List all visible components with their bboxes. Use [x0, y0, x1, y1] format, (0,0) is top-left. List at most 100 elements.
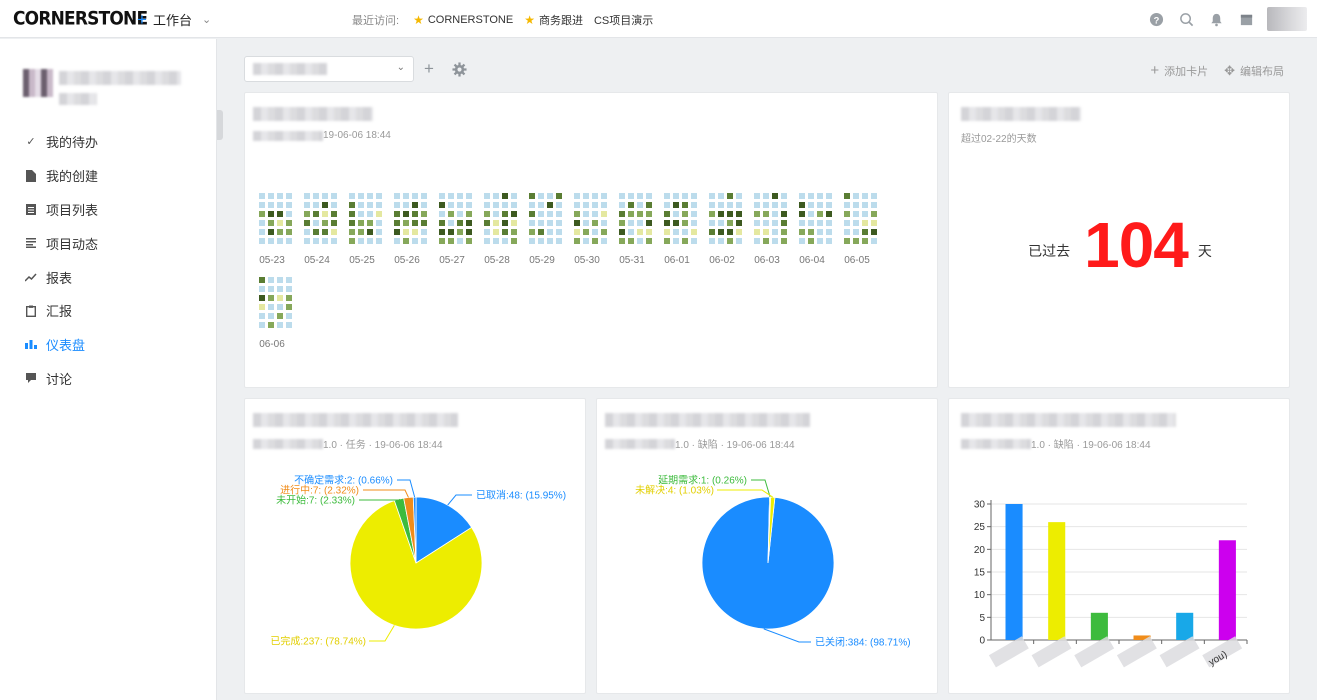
heatmap-cell [421, 211, 427, 217]
project-avatar[interactable] [23, 59, 183, 109]
heatmap-cell [376, 229, 382, 235]
heatmap-cell [844, 211, 850, 217]
heatmap-day-label: 05-24 [304, 255, 330, 266]
heatmap-cell [862, 193, 868, 199]
heatmap-cell [781, 211, 787, 217]
app-logo[interactable]: CORNERSTONE [13, 8, 148, 30]
pie-slice[interactable] [349, 500, 483, 630]
heatmap-cell [718, 211, 724, 217]
heatmap-cell [682, 202, 688, 208]
bar[interactable] [1005, 504, 1023, 640]
bar[interactable] [1133, 635, 1151, 640]
card-title [961, 107, 1081, 121]
clipboard-icon [25, 305, 37, 317]
workspace-switcher[interactable]: + 工作台 ⌄ [137, 10, 211, 29]
heatmap-cell [439, 238, 445, 244]
heatmap-day: 06-02 [709, 193, 742, 266]
feed-icon [25, 237, 37, 249]
heatmap-cell [556, 202, 562, 208]
bell-icon[interactable] [1201, 0, 1231, 38]
heatmap-cell [421, 202, 427, 208]
sidebar-item-my-created[interactable]: 我的创建 [0, 159, 216, 193]
sidebar-item-feed[interactable]: 项目动态 [0, 226, 216, 260]
bar-x-label-redacted [988, 636, 1029, 668]
bar-x-label-redacted [1159, 636, 1200, 668]
bar[interactable] [1090, 612, 1108, 640]
sidebar-item-projects[interactable]: 项目列表 [0, 193, 216, 227]
settings-button[interactable] [448, 58, 470, 80]
heatmap-cell [736, 238, 742, 244]
counter-display: 已过去 104 天 [949, 208, 1291, 282]
heatmap-cell [718, 229, 724, 235]
dashboard-select[interactable]: ⌄ [244, 56, 414, 82]
pie-slice[interactable] [412, 496, 417, 564]
heatmap-cell [511, 202, 517, 208]
heatmap-cell [574, 220, 580, 226]
heatmap-cell [556, 211, 562, 217]
recent-item-cornerstone[interactable]: ★ CORNERSTONE [413, 13, 514, 27]
heatmap-cell [862, 220, 868, 226]
chevron-down-icon: ⌄ [201, 14, 212, 26]
sidebar-item-reports[interactable]: 报表 [0, 260, 216, 294]
search-icon[interactable] [1171, 0, 1201, 38]
user-avatar[interactable] [1267, 7, 1307, 31]
heatmap-cell [574, 193, 580, 199]
card-subtitle: 19-06-06 18:44 [253, 130, 391, 141]
heatmap-cell [304, 229, 310, 235]
add-dashboard-button[interactable]: + [424, 59, 434, 78]
heatmap-cell [574, 202, 580, 208]
heatmap-cell [772, 202, 778, 208]
calendar-icon[interactable] [1231, 0, 1261, 38]
heatmap-cell [601, 229, 607, 235]
card-title [961, 413, 1176, 427]
heatmap-cell [853, 202, 859, 208]
heatmap-cell [286, 220, 292, 226]
counter-suffix: 天 [1197, 243, 1212, 259]
heatmap-cell [511, 238, 517, 244]
bar[interactable] [1176, 612, 1194, 640]
add-card-button[interactable]: + 添加卡片 [1150, 62, 1209, 79]
heatmap-cell [421, 238, 427, 244]
heatmap-cell [592, 193, 598, 199]
heatmap-cell [268, 238, 274, 244]
heatmap-cell [826, 238, 832, 244]
heatmap-cell [709, 193, 715, 199]
heatmap-cell [439, 229, 445, 235]
heatmap-day: 05-25 [349, 193, 382, 266]
star-icon: ★ [524, 13, 535, 27]
bar[interactable] [1218, 540, 1236, 640]
check-double-icon: ✓︎ [26, 136, 36, 149]
heatmap-day: 06-05 [844, 193, 877, 266]
pie-slice[interactable] [415, 496, 473, 564]
heatmap-cell [277, 202, 283, 208]
heatmap-cell [637, 238, 643, 244]
bar-y-tick-label: 5 [979, 613, 985, 624]
recent-item-business[interactable]: ★ 商务跟进 [524, 13, 583, 27]
pie-leader-line [751, 479, 771, 498]
sidebar-item-discussion[interactable]: 讨论 [0, 362, 216, 396]
heatmap-cell [259, 238, 265, 244]
help-icon[interactable]: ? [1141, 0, 1171, 38]
heatmap-cell [871, 229, 877, 235]
bar-x-label-redacted [1031, 636, 1072, 668]
heatmap-cell [718, 193, 724, 199]
heatmap-cell [619, 229, 625, 235]
recent-item-demo[interactable]: CS项目演示 [593, 15, 654, 27]
heatmap-cell [844, 229, 850, 235]
bar[interactable] [1048, 522, 1066, 640]
heatmap-cell [304, 220, 310, 226]
sidebar-collapse-handle[interactable] [217, 110, 223, 140]
sidebar-item-briefing[interactable]: 汇报 [0, 294, 216, 328]
sidebar-item-my-todo[interactable]: ✓︎ 我的待办 [26, 135, 99, 151]
plus-icon: + [137, 9, 147, 29]
sidebar-item-dashboard[interactable]: 仪表盘 [0, 328, 216, 362]
bug-pie-card: 1.0 · 缺陷 · 19-06-06 18:44 已关闭:384: (98.7… [596, 398, 938, 694]
task-pie-card: 1.0 · 任务 · 19-06-06 18:44 已取消:48: (15.95… [244, 398, 586, 694]
heatmap-cell [547, 229, 553, 235]
edit-layout-button[interactable]: ✥ 编辑布局 [1224, 62, 1284, 78]
heatmap-cell [619, 193, 625, 199]
heatmap-cell [259, 202, 265, 208]
heatmap-cell [349, 238, 355, 244]
heatmap-cell [484, 202, 490, 208]
heatmap-cell [259, 313, 265, 319]
